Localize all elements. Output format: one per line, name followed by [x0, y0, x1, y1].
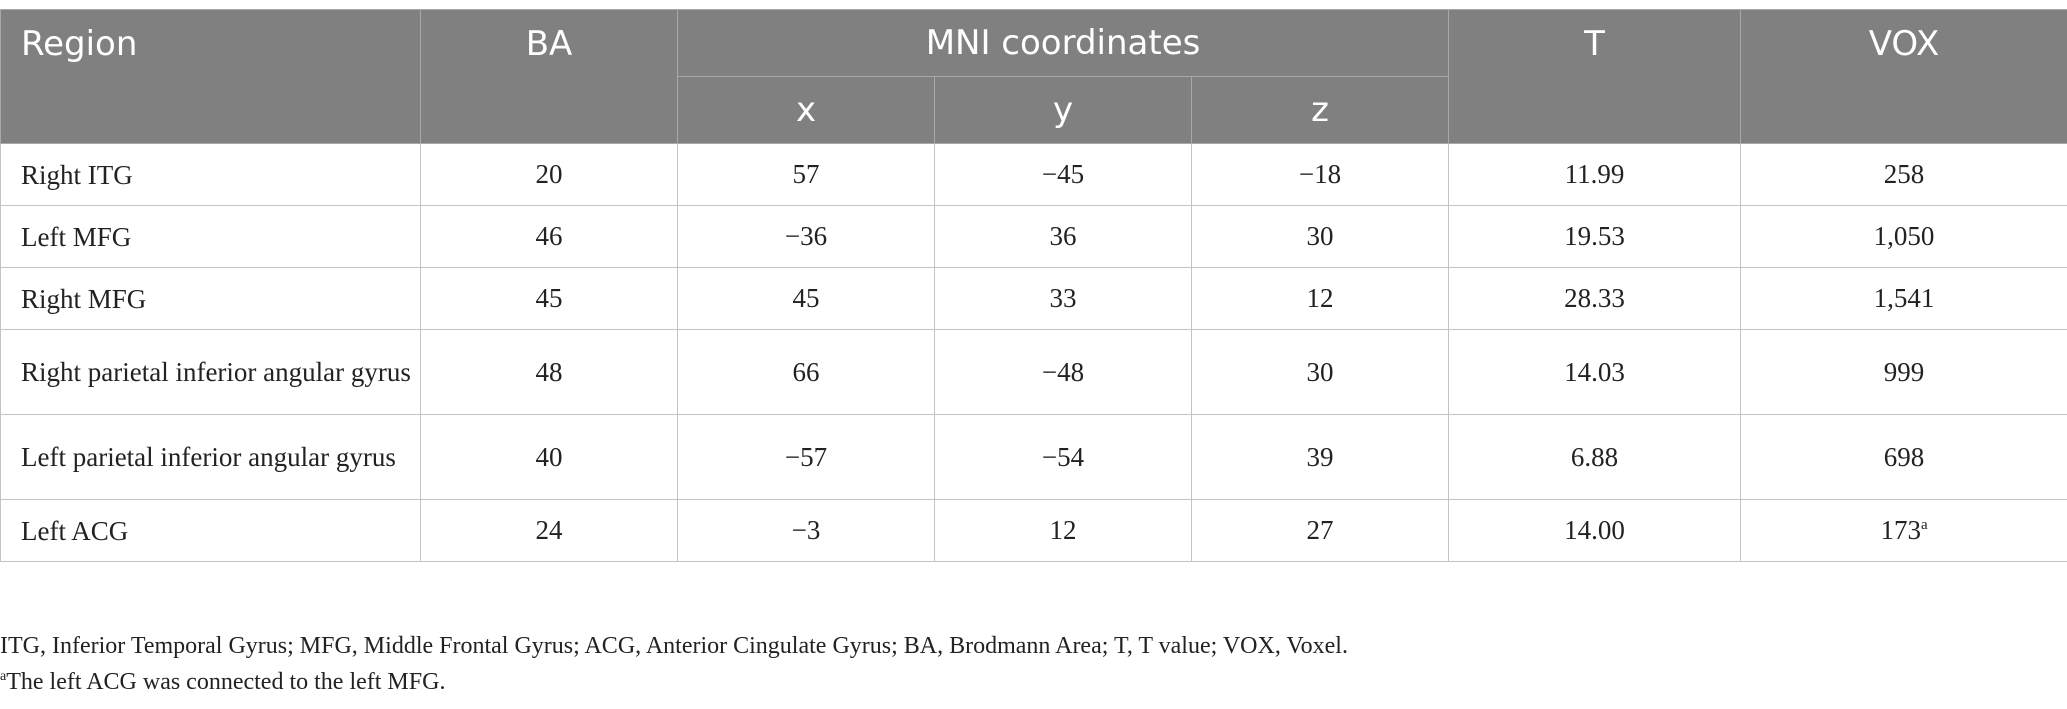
cell-t: 6.88 [1448, 414, 1742, 500]
cell-z: −18 [1190, 143, 1450, 206]
cell-y: −45 [934, 143, 1192, 206]
footnote-text: The left ACG was connected to the left M… [6, 669, 446, 695]
vox-value: 698 [1883, 441, 1925, 472]
header-x: x [677, 76, 935, 144]
cell-x: 57 [677, 143, 935, 206]
header-region: Region [0, 9, 421, 144]
vox-value: 173 [1880, 515, 1921, 545]
cell-region: Left ACG [0, 499, 421, 562]
cell-ba: 40 [420, 414, 678, 500]
cell-y: −54 [934, 414, 1192, 500]
table-notes: ITG, Inferior Temporal Gyrus; MFG, Middl… [0, 628, 2067, 700]
cell-t: 28.33 [1448, 267, 1742, 330]
cell-y: 12 [934, 499, 1192, 562]
header-y: y [934, 76, 1192, 144]
table-body: Right ITG 20 57 −45 −18 11.99 258 Left M… [0, 143, 2067, 562]
vox-value: 999 [1883, 356, 1925, 387]
cell-x: −36 [677, 205, 935, 268]
cell-z: 12 [1190, 267, 1450, 330]
table-row: Right parietal inferior angular gyrus 48… [0, 329, 2067, 415]
cell-region: Right ITG [0, 143, 421, 206]
footnote-marker: a [1920, 517, 1928, 533]
cell-vox: 173a [1740, 499, 2067, 562]
header-vox: VOX [1740, 9, 2067, 144]
cell-vox: 1,050 [1740, 205, 2067, 268]
cell-region: Left MFG [0, 205, 421, 268]
cell-z: 39 [1190, 414, 1450, 500]
cell-ba: 46 [420, 205, 678, 268]
cell-ba: 24 [420, 499, 678, 562]
cell-y: 36 [934, 205, 1192, 268]
cell-x: −3 [677, 499, 935, 562]
footnote: aThe left ACG was connected to the left … [0, 664, 2067, 700]
cell-x: 66 [677, 329, 935, 415]
cell-ba: 48 [420, 329, 678, 415]
cell-t: 19.53 [1448, 205, 1742, 268]
vox-value: 1,541 [1873, 283, 1935, 313]
header-z: z [1190, 76, 1450, 144]
cell-vox: 258 [1740, 143, 2067, 206]
abbreviations-note: ITG, Inferior Temporal Gyrus; MFG, Middl… [0, 633, 1348, 659]
header-ba: BA [420, 9, 678, 144]
cell-region: Left parietal inferior angular gyrus [0, 414, 421, 500]
cell-region: Right parietal inferior angular gyrus [0, 329, 421, 415]
cell-region: Right MFG [0, 267, 421, 330]
vox-value: 258 [1883, 159, 1925, 189]
cell-ba: 45 [420, 267, 678, 330]
header-t: T [1448, 9, 1742, 144]
cell-z: 30 [1190, 205, 1450, 268]
table-header: Region BA MNI coordinates T VOX x y z [0, 9, 2067, 144]
cell-z: 27 [1190, 499, 1450, 562]
cell-t: 11.99 [1448, 143, 1742, 206]
cell-y: 33 [934, 267, 1192, 330]
results-table: Region BA MNI coordinates T VOX x y z Ri… [0, 9, 2067, 562]
cell-vox: 698 [1740, 414, 2067, 500]
cell-z: 30 [1190, 329, 1450, 415]
cell-vox: 999 [1740, 329, 2067, 415]
cell-t: 14.03 [1448, 329, 1742, 415]
cell-x: −57 [677, 414, 935, 500]
table-row: Left parietal inferior angular gyrus 40 … [0, 414, 2067, 500]
table-row: Left MFG 46 −36 36 30 19.53 1,050 [0, 205, 2067, 268]
results-table-container: Region BA MNI coordinates T VOX x y z Ri… [0, 9, 2067, 562]
table-row: Right MFG 45 45 33 12 28.33 1,541 [0, 267, 2067, 330]
footnote-mark: a [0, 669, 7, 684]
cell-t: 14.00 [1448, 499, 1742, 562]
table-row: Left ACG 24 −3 12 27 14.00 173a [0, 499, 2067, 562]
cell-ba: 20 [420, 143, 678, 206]
cell-vox: 1,541 [1740, 267, 2067, 330]
cell-y: −48 [934, 329, 1192, 415]
cell-x: 45 [677, 267, 935, 330]
vox-value: 1,050 [1873, 221, 1935, 251]
header-mni-coordinates: MNI coordinates [676, 9, 1450, 77]
table-row: Right ITG 20 57 −45 −18 11.99 258 [0, 143, 2067, 206]
